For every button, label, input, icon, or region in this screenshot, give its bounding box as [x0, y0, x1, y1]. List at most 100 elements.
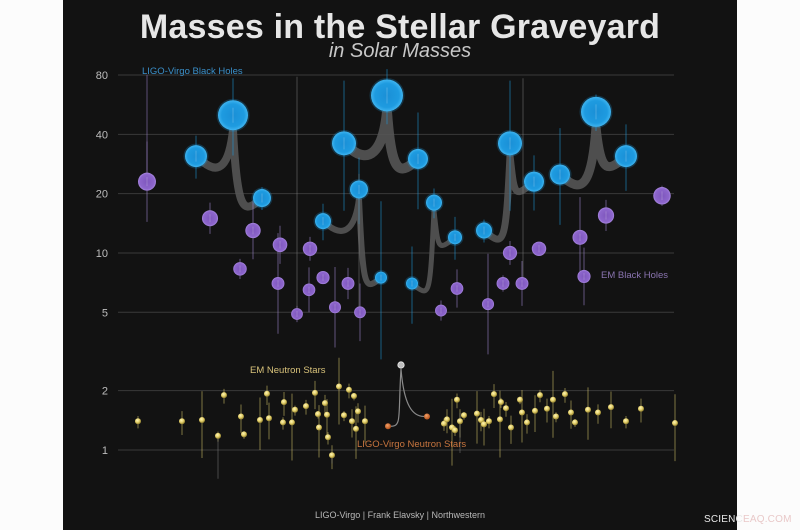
em-black-hole-point: [302, 283, 316, 297]
em-neutron-star-point: [135, 418, 141, 425]
ligo-black-hole-point: [185, 145, 207, 168]
em-neutron-star-point: [517, 396, 523, 403]
em-neutron-star-point: [289, 419, 295, 426]
em-neutron-star-point: [315, 411, 321, 418]
em-neutron-star-point: [623, 418, 629, 425]
em-black-hole-point: [531, 241, 547, 256]
em-neutron-star-point: [454, 396, 460, 403]
em-neutron-star-point: [532, 407, 538, 414]
em-black-hole-point: [435, 304, 447, 317]
ligo-black-hole-point: [371, 79, 403, 112]
merger-track: [346, 110, 417, 174]
grid-lines: [118, 74, 674, 451]
em-black-hole-point: [515, 277, 529, 290]
em-neutron-star-point: [537, 392, 543, 399]
em-neutron-star-point: [486, 418, 492, 425]
y-tick-label: 2: [102, 386, 108, 398]
chart-subtitle: in Solar Masses: [328, 40, 472, 62]
em-neutron-star-point: [221, 392, 227, 399]
em-neutron-star-point: [179, 418, 185, 425]
em-neutron-star-point: [316, 424, 322, 431]
em-neutron-star-point: [312, 389, 318, 396]
y-tick-label: 5: [102, 307, 108, 319]
em-neutron-star-point: [324, 411, 330, 418]
ligo-black-hole-point: [498, 131, 522, 156]
em-neutron-star-point: [524, 419, 530, 426]
ligo-black-hole-point: [332, 131, 356, 156]
em-neutron-star-point: [329, 452, 335, 459]
em-neutron-star-point: [266, 415, 272, 422]
y-tick-label: 20: [96, 189, 108, 201]
label-em-black-holes: EM Black Holes: [601, 270, 668, 281]
em-neutron-star-point: [672, 420, 678, 427]
em-neutron-star-point: [491, 391, 497, 398]
ligo-black-hole-point: [581, 96, 611, 127]
y-tick-label: 40: [96, 129, 108, 141]
ligo-black-hole-point: [615, 145, 637, 168]
em-neutron-star-point: [362, 418, 368, 425]
em-neutron-star-point: [346, 386, 352, 393]
ligo-black-hole-point: [218, 100, 248, 131]
em-neutron-star-point: [478, 416, 484, 423]
merger-track: [198, 129, 261, 211]
em-black-hole-point: [271, 277, 285, 290]
em-neutron-star-point: [503, 405, 509, 412]
em-neutron-star-point: [452, 427, 458, 434]
em-neutron-star-point: [355, 408, 361, 415]
em-neutron-star-point: [215, 432, 221, 439]
ligo-black-hole-point: [253, 189, 271, 208]
em-neutron-star-point: [336, 383, 342, 390]
em-neutron-star-point: [238, 413, 244, 420]
em-neutron-star-point: [241, 431, 247, 438]
watermark: SCIENCEAQ.COM: [704, 514, 792, 525]
em-neutron-star-point: [461, 412, 467, 419]
em-neutron-star-point: [292, 406, 298, 413]
y-tick-label: 1: [102, 445, 108, 457]
em-black-hole-point: [341, 277, 355, 290]
em-black-hole-point: [481, 298, 495, 311]
em-black-hole-point: [201, 210, 219, 227]
em-neutron-star-point: [281, 399, 287, 406]
merger-track: [413, 210, 454, 294]
em-neutron-star-point: [585, 406, 591, 413]
em-neutron-star-point: [550, 396, 556, 403]
ligo-neutron-star-point: [424, 413, 430, 420]
em-neutron-star-point: [353, 425, 359, 432]
em-black-hole-point: [302, 241, 318, 256]
em-neutron-star-point: [199, 416, 205, 423]
em-black-hole-point: [572, 229, 588, 245]
ligo-neutron-star-point: [397, 361, 405, 369]
label-em-neutron-stars: EM Neutron Stars: [250, 365, 326, 376]
ligo-black-hole-point: [476, 222, 492, 239]
em-black-hole-point: [329, 301, 341, 314]
em-black-hole-point: [291, 308, 303, 320]
em-black-hole-point: [354, 306, 366, 319]
em-black-hole-point: [233, 262, 247, 276]
em-neutron-star-point: [264, 390, 270, 397]
ns-merger-track: [390, 368, 425, 427]
em-neutron-star-point: [544, 405, 550, 412]
ligo-black-hole-point: [350, 180, 368, 199]
em-black-hole-point: [577, 269, 591, 284]
em-neutron-star-point: [595, 409, 601, 416]
ligo-black-hole-point: [448, 230, 462, 245]
data-points: [135, 77, 678, 459]
y-tick-label: 10: [96, 248, 108, 260]
em-neutron-star-point: [444, 416, 450, 423]
ligo-black-hole-point: [550, 164, 570, 185]
em-neutron-star-point: [351, 392, 357, 399]
chart-title: Masses in the Stellar Graveyard: [139, 8, 661, 46]
em-neutron-star-point: [474, 410, 480, 417]
em-black-hole-point: [653, 187, 671, 205]
em-neutron-star-point: [457, 418, 463, 425]
credit-line: LIGO-Virgo | Frank Elavsky | Northwester…: [314, 510, 486, 520]
ligo-black-hole-point: [315, 213, 331, 230]
em-black-hole-point: [597, 207, 615, 224]
em-neutron-star-point: [519, 409, 525, 416]
label-ligo-neutron-stars: LIGO-Virgo Neutron Stars: [357, 439, 466, 450]
y-axis-ticks: 1 2 5 10 20 40 80: [96, 70, 108, 457]
em-neutron-star-point: [325, 434, 331, 441]
em-black-hole-point: [272, 237, 288, 253]
em-neutron-star-point: [257, 416, 263, 423]
em-black-hole-point: [450, 282, 464, 295]
